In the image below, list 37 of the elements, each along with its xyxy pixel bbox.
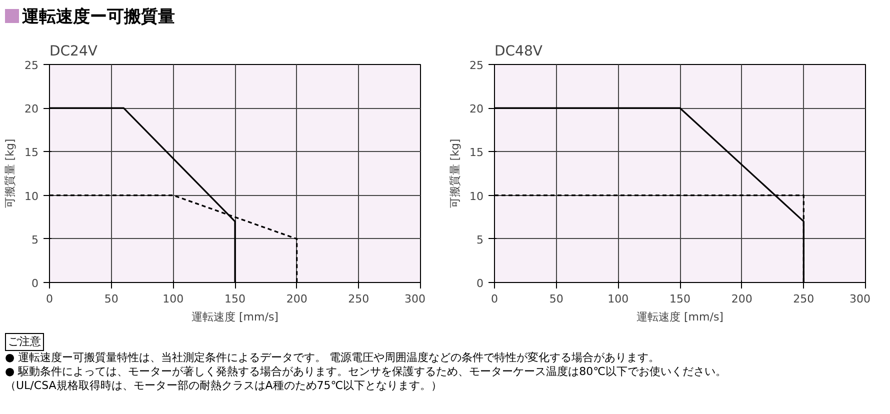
- text: （UL/CSA規格取得時は、モーター部の耐熱クラスはA種のため75℃以下となります。）: [5, 378, 444, 393]
- y-tick-label: 10: [470, 190, 484, 204]
- x-tick-label: 50: [549, 292, 564, 306]
- y-axis-title: 可搬質量 [kg]: [4, 139, 17, 208]
- y-tick-label: 0: [32, 277, 38, 290]
- x-tick-label: 250: [793, 292, 814, 306]
- x-tick-label: 150: [670, 292, 690, 306]
- y-tick-label: 10: [24, 190, 39, 204]
- x-tick-label: 200: [286, 292, 308, 306]
- text: 運転速度ー可搬質量: [21, 6, 175, 29]
- y-tick-label: 20: [470, 102, 484, 116]
- x-axis-title: 運転速度 [mm/s]: [636, 310, 724, 324]
- y-tick-label: 15: [470, 146, 484, 160]
- text: ● 駆動条件によっては、モーターが著しく発熱する場合があります。センサを保護するため、モーターケース温度は80℃以下でお使いください。: [5, 364, 726, 379]
- y-tick-label: 20: [24, 102, 39, 116]
- x-tick-label: 250: [348, 292, 370, 306]
- y-tick-label: 25: [470, 59, 484, 72]
- chart-title: DC48V: [494, 44, 543, 60]
- x-tick-label: 300: [404, 292, 426, 306]
- x-axis-title: 運転速度 [mm/s]: [192, 310, 278, 324]
- y-tick-label: 25: [24, 59, 39, 72]
- y-tick-label: 0: [476, 277, 484, 290]
- text: ご注意: [5, 333, 44, 351]
- chart-title: DC24V: [50, 44, 98, 60]
- x-tick-label: 100: [162, 292, 184, 306]
- x-tick-label: 300: [850, 292, 871, 306]
- y-tick-label: 15: [24, 146, 39, 160]
- y-axis-title: 可搬質量 [kg]: [448, 139, 462, 208]
- text: ● 運転速度ー可搬質量特性は、当社測定条件によるデータです。 電源電圧や周囲温度などの条件で特性が変化する場合があります。: [5, 350, 661, 365]
- x-tick-label: 150: [224, 292, 246, 306]
- x-tick-label: 50: [104, 292, 118, 306]
- x-tick-label: 0: [46, 292, 53, 306]
- y-tick-label: 5: [476, 234, 484, 247]
- x-tick-label: 0: [491, 292, 498, 306]
- x-tick-label: 200: [731, 292, 752, 306]
- x-tick-label: 100: [608, 292, 629, 306]
- y-tick-label: 5: [32, 234, 38, 247]
